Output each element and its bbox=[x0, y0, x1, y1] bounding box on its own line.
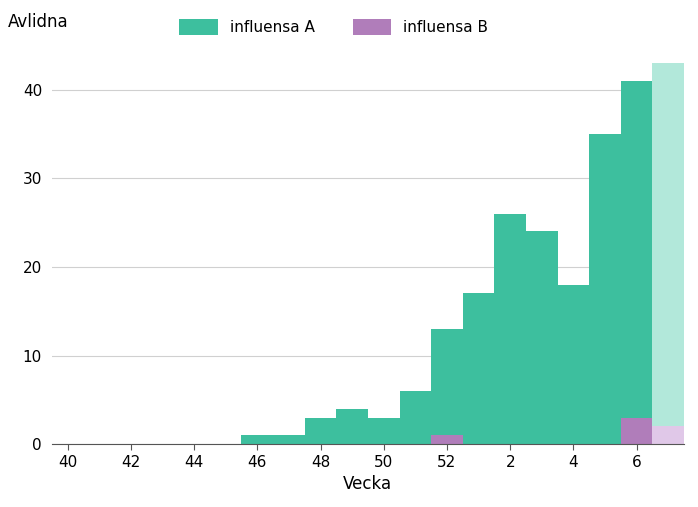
Legend: influensa A, influensa B: influensa A, influensa B bbox=[173, 13, 494, 41]
Bar bbox=[336, 409, 368, 444]
Bar bbox=[431, 436, 463, 444]
Bar bbox=[273, 436, 305, 444]
Bar bbox=[399, 391, 431, 444]
Text: Avlidna: Avlidna bbox=[8, 13, 68, 31]
X-axis label: Vecka: Vecka bbox=[343, 475, 392, 493]
Bar bbox=[242, 436, 273, 444]
Bar bbox=[558, 284, 589, 444]
Bar bbox=[494, 213, 526, 444]
Bar bbox=[589, 134, 621, 444]
Bar bbox=[368, 418, 399, 444]
Bar bbox=[463, 294, 494, 444]
Bar bbox=[621, 81, 653, 444]
Bar bbox=[653, 426, 684, 444]
Bar bbox=[305, 418, 336, 444]
Bar bbox=[526, 231, 558, 444]
Bar bbox=[653, 63, 684, 444]
Bar bbox=[621, 418, 653, 444]
Bar bbox=[431, 329, 463, 444]
